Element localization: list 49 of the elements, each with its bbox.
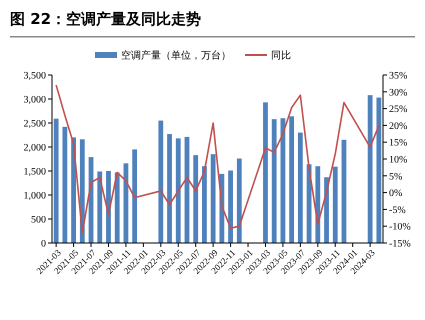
y2-tick-label: -10% <box>389 222 411 233</box>
y-tick-label: 2,000 <box>24 142 46 154</box>
y-tick-label: 1,500 <box>24 166 46 178</box>
bar <box>228 170 233 243</box>
y2-tick-label: 30% <box>389 87 408 98</box>
bar <box>280 118 286 243</box>
bar <box>272 119 277 243</box>
bar <box>332 166 338 243</box>
bar <box>158 120 164 243</box>
y2-tick-label: 35% <box>389 70 408 82</box>
bar <box>71 137 76 243</box>
bar <box>176 138 181 243</box>
y-tick-label: 2,500 <box>24 118 46 130</box>
y-tick-label: 0 <box>41 238 46 250</box>
y-tick-label: 3,500 <box>24 70 46 82</box>
bar <box>210 154 216 243</box>
bar <box>124 163 128 243</box>
bar <box>88 157 94 243</box>
bar <box>62 126 68 243</box>
bar <box>193 155 198 243</box>
y2-tick-label: 15% <box>389 138 408 149</box>
bar <box>306 164 312 243</box>
y2-tick-label: -5% <box>389 204 406 216</box>
bar <box>298 132 303 243</box>
bar <box>167 134 172 243</box>
legend-label: 同比 <box>271 50 291 62</box>
bar <box>236 158 242 243</box>
bar <box>376 98 382 243</box>
legend-label: 空调产量（单位，万台） <box>121 50 231 62</box>
bar <box>289 116 294 243</box>
y2-tick-label: 25% <box>389 104 408 116</box>
chart-title: 图 22：空调产量及同比走势 <box>10 10 202 28</box>
bar <box>342 140 346 243</box>
y-tick-label: 500 <box>31 214 46 226</box>
bar <box>202 166 207 243</box>
y2-tick-label: 10% <box>389 154 408 166</box>
y2-tick-label: -15% <box>389 238 411 250</box>
bar <box>368 95 373 243</box>
bar <box>54 118 59 243</box>
bar <box>184 136 190 243</box>
bar <box>263 102 268 243</box>
bar <box>106 171 111 243</box>
y2-tick-label: 5% <box>389 171 402 182</box>
line-series <box>55 84 380 234</box>
bar <box>132 149 138 243</box>
y2-tick-label: 0% <box>389 188 402 200</box>
y-tick-label: 3,000 <box>24 94 46 106</box>
y2-tick-label: 20% <box>389 120 408 132</box>
y-tick-label: 1,000 <box>24 190 46 202</box>
